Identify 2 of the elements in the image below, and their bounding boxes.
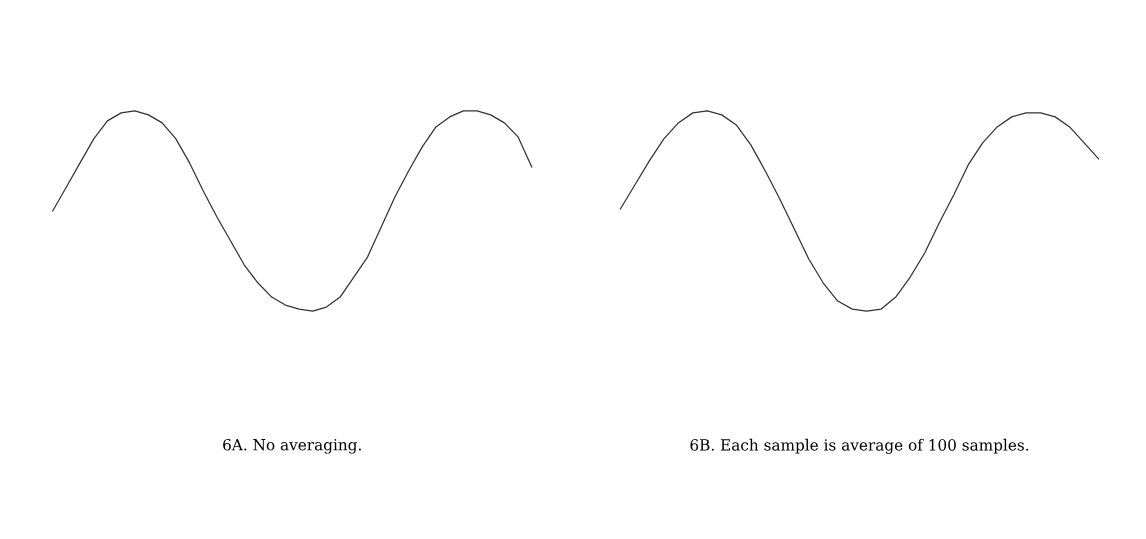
x-axis-title: 6A. No averaging. [223,438,361,454]
x-axis-title: 6B. Each sample is average of 100 samples. [690,438,1029,454]
